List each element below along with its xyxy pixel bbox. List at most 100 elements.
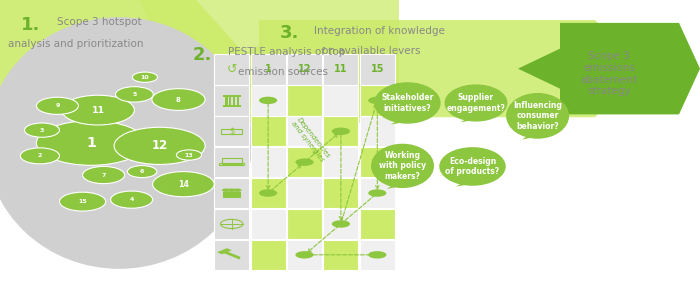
FancyBboxPatch shape bbox=[287, 240, 322, 270]
Circle shape bbox=[132, 72, 158, 82]
Circle shape bbox=[259, 189, 277, 197]
Circle shape bbox=[36, 97, 78, 114]
FancyBboxPatch shape bbox=[251, 116, 286, 146]
Text: 8: 8 bbox=[176, 97, 181, 102]
Circle shape bbox=[295, 158, 314, 166]
Text: Dependencies
and synergies: Dependencies and synergies bbox=[290, 116, 332, 163]
FancyBboxPatch shape bbox=[360, 85, 395, 116]
Text: emission sources: emission sources bbox=[238, 67, 328, 78]
Circle shape bbox=[222, 188, 230, 192]
Text: 2.: 2. bbox=[193, 46, 212, 64]
Text: Stakeholder
initiatives?: Stakeholder initiatives? bbox=[382, 93, 433, 113]
Bar bbox=[229, 97, 231, 106]
FancyBboxPatch shape bbox=[323, 178, 358, 208]
Text: 11: 11 bbox=[334, 65, 348, 74]
Text: 10: 10 bbox=[141, 75, 149, 80]
FancyBboxPatch shape bbox=[214, 54, 249, 85]
Circle shape bbox=[111, 191, 153, 208]
Bar bbox=[223, 192, 230, 198]
FancyBboxPatch shape bbox=[251, 240, 286, 270]
Text: 13: 13 bbox=[185, 152, 193, 158]
Text: 1.: 1. bbox=[21, 16, 41, 34]
FancyBboxPatch shape bbox=[214, 147, 249, 177]
Circle shape bbox=[127, 166, 157, 178]
Ellipse shape bbox=[371, 144, 434, 188]
Text: PESTLE analysis of top: PESTLE analysis of top bbox=[228, 47, 345, 57]
Text: analysis and prioritization: analysis and prioritization bbox=[8, 39, 144, 49]
Text: Supplier
engagement?: Supplier engagement? bbox=[447, 93, 505, 113]
Text: 5: 5 bbox=[132, 92, 137, 97]
Text: 1: 1 bbox=[86, 136, 96, 150]
FancyBboxPatch shape bbox=[360, 116, 395, 146]
Text: Result:: Result: bbox=[573, 23, 645, 41]
Polygon shape bbox=[217, 20, 644, 117]
Bar bbox=[222, 158, 242, 164]
Text: Scope 3
emissions
abatement
strategy: Scope 3 emissions abatement strategy bbox=[580, 51, 638, 96]
FancyBboxPatch shape bbox=[287, 178, 322, 208]
Text: ↺: ↺ bbox=[227, 63, 237, 76]
FancyBboxPatch shape bbox=[214, 240, 249, 270]
Text: 6: 6 bbox=[140, 169, 144, 174]
Ellipse shape bbox=[444, 84, 508, 122]
FancyBboxPatch shape bbox=[323, 116, 358, 146]
Bar bbox=[223, 95, 241, 97]
Circle shape bbox=[62, 95, 134, 125]
FancyBboxPatch shape bbox=[360, 209, 395, 239]
Text: Integration of knowledge: Integration of knowledge bbox=[314, 26, 444, 36]
FancyBboxPatch shape bbox=[323, 147, 358, 177]
Circle shape bbox=[83, 166, 125, 184]
Circle shape bbox=[228, 188, 236, 192]
Circle shape bbox=[233, 188, 242, 192]
FancyBboxPatch shape bbox=[251, 54, 286, 85]
Bar bbox=[221, 129, 242, 134]
Text: 14: 14 bbox=[178, 180, 189, 189]
FancyBboxPatch shape bbox=[251, 178, 286, 208]
Circle shape bbox=[368, 189, 386, 197]
Circle shape bbox=[20, 148, 60, 164]
Text: 15: 15 bbox=[78, 199, 87, 204]
Polygon shape bbox=[386, 183, 402, 189]
Bar bbox=[225, 97, 228, 106]
FancyBboxPatch shape bbox=[360, 178, 395, 208]
Text: Working
with policy
makers?: Working with policy makers? bbox=[379, 151, 426, 181]
Circle shape bbox=[25, 123, 60, 137]
FancyBboxPatch shape bbox=[214, 209, 249, 239]
Polygon shape bbox=[456, 181, 472, 186]
Circle shape bbox=[332, 220, 350, 228]
Bar bbox=[217, 248, 232, 254]
Polygon shape bbox=[461, 117, 476, 122]
Text: 3.: 3. bbox=[280, 24, 300, 42]
Circle shape bbox=[152, 89, 205, 110]
Circle shape bbox=[259, 97, 277, 104]
FancyBboxPatch shape bbox=[251, 209, 286, 239]
Text: Eco-design
of products?: Eco-design of products? bbox=[445, 157, 500, 176]
FancyBboxPatch shape bbox=[251, 147, 286, 177]
FancyBboxPatch shape bbox=[323, 209, 358, 239]
FancyBboxPatch shape bbox=[287, 209, 322, 239]
Text: 12: 12 bbox=[151, 139, 168, 152]
Text: 12: 12 bbox=[298, 65, 312, 74]
FancyBboxPatch shape bbox=[214, 178, 249, 208]
FancyBboxPatch shape bbox=[360, 54, 395, 85]
Text: 7: 7 bbox=[102, 172, 106, 178]
Bar bbox=[237, 97, 239, 106]
Bar bbox=[219, 163, 244, 165]
FancyBboxPatch shape bbox=[287, 54, 322, 85]
Polygon shape bbox=[140, 0, 399, 123]
FancyBboxPatch shape bbox=[287, 85, 322, 116]
Text: 15: 15 bbox=[370, 65, 384, 74]
Bar bbox=[228, 192, 235, 198]
Circle shape bbox=[368, 97, 386, 104]
Circle shape bbox=[176, 150, 202, 160]
FancyBboxPatch shape bbox=[251, 85, 286, 116]
Ellipse shape bbox=[0, 17, 252, 269]
FancyBboxPatch shape bbox=[323, 240, 358, 270]
FancyBboxPatch shape bbox=[214, 116, 249, 146]
Circle shape bbox=[368, 251, 386, 259]
Polygon shape bbox=[518, 23, 700, 114]
Circle shape bbox=[332, 128, 350, 135]
Bar bbox=[233, 97, 235, 106]
Ellipse shape bbox=[374, 82, 441, 124]
Polygon shape bbox=[0, 0, 294, 109]
FancyBboxPatch shape bbox=[214, 85, 249, 116]
